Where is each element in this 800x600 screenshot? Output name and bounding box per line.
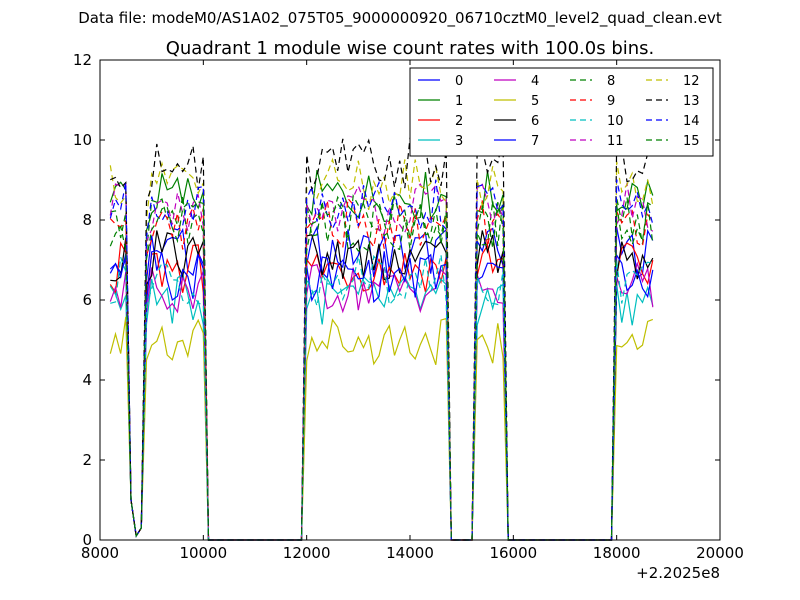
legend-label-6: 6 bbox=[531, 114, 539, 129]
legend-label-1: 1 bbox=[455, 94, 463, 109]
legend-label-2: 2 bbox=[455, 114, 463, 129]
x-tick-label: 12000 bbox=[283, 544, 331, 562]
series-line-15 bbox=[109, 201, 654, 541]
x-offset-label: +2.2025e8 bbox=[636, 564, 720, 582]
legend-label-10: 10 bbox=[607, 114, 624, 129]
y-tick-label: 8 bbox=[82, 211, 92, 229]
legend-label-12: 12 bbox=[683, 74, 700, 89]
legend-label-8: 8 bbox=[607, 74, 615, 89]
x-tick-label: 18000 bbox=[593, 544, 641, 562]
series-line-2 bbox=[109, 241, 654, 541]
y-tick-label: 4 bbox=[82, 371, 92, 389]
series-line-4 bbox=[109, 261, 654, 541]
legend-label-3: 3 bbox=[455, 134, 463, 149]
series-line-3 bbox=[109, 272, 654, 541]
y-tick-label: 6 bbox=[82, 291, 92, 309]
legend-label-4: 4 bbox=[531, 74, 539, 89]
x-tick-label: 10000 bbox=[179, 544, 227, 562]
series-line-10 bbox=[110, 254, 653, 541]
axes-layer: 8000 10000 12000 14000 16000 18000 20000 0 2 4 6 8 1… bbox=[73, 51, 744, 562]
legend-label-14: 14 bbox=[683, 114, 700, 129]
figure-suptitle: Data file: modeM0/AS1A02_075T05_90000009… bbox=[78, 9, 722, 27]
chart-title: Quadrant 1 module wise count rates with … bbox=[166, 38, 655, 59]
legend-box bbox=[409, 67, 714, 157]
series-line-12 bbox=[109, 157, 654, 541]
x-tick-label: 14000 bbox=[386, 544, 434, 562]
legend-label-13: 13 bbox=[683, 94, 700, 109]
x-tick-label: 16000 bbox=[489, 544, 537, 562]
y-tick-label: 2 bbox=[82, 451, 92, 469]
series-line-14 bbox=[109, 179, 654, 541]
legend-label-11: 11 bbox=[607, 134, 624, 149]
y-tick-label: 12 bbox=[73, 51, 92, 69]
legend-label-15: 15 bbox=[683, 134, 700, 149]
legend-label-9: 9 bbox=[607, 94, 615, 109]
x-tick-label: 20000 bbox=[696, 544, 744, 562]
legend-label-0: 0 bbox=[455, 74, 463, 89]
series-line-7 bbox=[109, 249, 654, 541]
legend-label-7: 7 bbox=[531, 134, 539, 149]
legend-label-5: 5 bbox=[531, 94, 539, 109]
x-tick-label: 8000 bbox=[81, 544, 119, 562]
series-line-8 bbox=[110, 193, 654, 541]
y-tick-label: 10 bbox=[73, 131, 92, 149]
y-tick-label: 0 bbox=[82, 531, 92, 549]
series-line-5 bbox=[109, 316, 654, 541]
series-layer bbox=[109, 137, 654, 541]
